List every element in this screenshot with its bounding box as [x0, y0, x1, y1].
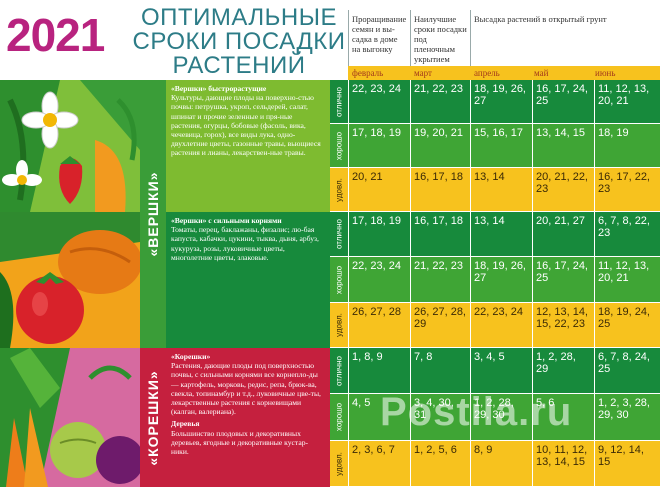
date-cell: 10, 11, 12, 13, 14, 15 [532, 441, 594, 487]
date-cell: 17, 18, 19 [348, 212, 410, 257]
group-heading: Деревья [171, 419, 200, 429]
column-header-open-ground: Высадка растений в открытый грунт [474, 14, 607, 24]
date-cell: 6, 7, 8, 24, 25 [594, 348, 660, 394]
date-cell: 4, 5 [348, 394, 410, 441]
date-cell: 13, 14, 15 [532, 124, 594, 168]
description-strong-root-tops: «Вершки» с сильными корнями Томаты, пере… [166, 212, 330, 348]
rating-label: хорошо [330, 124, 348, 168]
rating-label: удовл. [330, 303, 348, 348]
date-cell: 6, 7, 8, 22, 23 [594, 212, 660, 257]
rating-label: удовл. [330, 441, 348, 487]
date-cell: 17, 18, 19 [348, 124, 410, 168]
date-cell: 16, 17, 18 [410, 168, 470, 212]
flowers-illustration [0, 80, 140, 212]
month-label: апрель [474, 68, 500, 78]
date-cell: 11, 12, 13, 20, 21 [594, 257, 660, 303]
date-cell: 5, 6 [532, 394, 594, 441]
date-cell: 16, 17, 24, 25 [532, 80, 594, 124]
year-title: 2021 [6, 9, 105, 61]
rating-label: хорошо [330, 394, 348, 441]
group-heading: «Вершки» быстрорастущие [171, 84, 267, 93]
date-cell: 18, 19, 26, 27 [470, 80, 532, 124]
date-cell: 18, 19, 24, 25 [594, 303, 660, 348]
date-cell: 20, 21, 22, 23 [532, 168, 594, 212]
date-cell: 18, 19 [594, 124, 660, 168]
date-cell: 1, 2, 28, 29 [532, 348, 594, 394]
date-cell: 19, 20, 21 [410, 124, 470, 168]
date-cell: 8, 9 [470, 441, 532, 487]
description-fast-tops: «Вершки» быстрорастущие Культуры, дающие… [166, 80, 330, 212]
date-cell: 2, 3, 6, 7 [348, 441, 410, 487]
date-cell: 20, 21 [348, 168, 410, 212]
roots-illustration [0, 348, 140, 487]
date-cell: 22, 23, 24 [348, 257, 410, 303]
date-cell: 13, 14 [470, 212, 532, 257]
column-header-sprouting: Проращивание семян и вы-садка в доме на … [352, 14, 407, 54]
date-cell: 3, 4, 5 [470, 348, 532, 394]
rating-label: отлично [330, 212, 348, 257]
group-text: Большинство плодовых и декоративных дере… [171, 428, 309, 457]
column-header-film-cover: Наилучшие сроки посадки под пленочным ук… [414, 14, 467, 64]
date-cell: 7, 8 [410, 348, 470, 394]
group-heading: «Вершки» с сильными корнями [171, 216, 282, 225]
rating-label: отлично [330, 80, 348, 124]
divider [348, 10, 349, 66]
date-cell: 22, 23, 24 [470, 303, 532, 348]
month-label: март [414, 68, 432, 78]
date-cell: 16, 17, 18 [410, 212, 470, 257]
date-cell: 12, 13, 14, 15, 22, 23 [532, 303, 594, 348]
divider [470, 10, 471, 66]
date-cell: 16, 17, 22, 23 [594, 168, 660, 212]
group-text: Культуры, дающие плоды на поверхно-стью … [171, 93, 321, 158]
date-cell: 16, 17, 24, 25 [532, 257, 594, 303]
date-cell: 1, 2, 28, 29, 30 [470, 394, 532, 441]
date-cell: 11, 12, 13, 20, 21 [594, 80, 660, 124]
date-cell: 1, 2, 3, 28, 29, 30 [594, 394, 660, 441]
rating-label: удовл. [330, 168, 348, 212]
rating-label: хорошо [330, 257, 348, 303]
month-bar [348, 66, 660, 80]
date-cell: 20, 21, 27 [532, 212, 594, 257]
group-text: Растения, дающие плоды под поверхностью … [171, 361, 321, 417]
date-cell: 22, 23, 24 [348, 80, 410, 124]
date-cell: 13, 14 [470, 168, 532, 212]
group-heading: «Корешки» [171, 352, 211, 361]
date-cell: 3, 4, 30, 31 [410, 394, 470, 441]
month-label: февраль [352, 68, 384, 78]
date-cell: 18, 19, 26, 27 [470, 257, 532, 303]
description-roots: «Корешки» Растения, дающие плоды под пов… [166, 348, 330, 487]
date-cell: 1, 8, 9 [348, 348, 410, 394]
date-cell: 9, 12, 14, 15 [594, 441, 660, 487]
date-cell: 26, 27, 28 [348, 303, 410, 348]
date-cell: 26, 27, 28, 29 [410, 303, 470, 348]
side-tab-tops: «ВЕРШКИ» [140, 80, 166, 348]
date-cell: 15, 16, 17 [470, 124, 532, 168]
group-text: Томаты, перец, баклажаны, физалис; лю-ба… [171, 225, 319, 262]
page-title: ОПТИМАЛЬНЫЕ СРОКИ ПОСАДКИ РАСТЕНИЙ [132, 4, 346, 79]
divider [410, 10, 411, 66]
date-cell: 1, 2, 5, 6 [410, 441, 470, 487]
rating-label: отлично [330, 348, 348, 394]
side-tab-roots: «КОРЕШКИ» [140, 348, 166, 487]
date-cell: 21, 22, 23 [410, 80, 470, 124]
month-label: май [534, 68, 549, 78]
date-cell: 21, 22, 23 [410, 257, 470, 303]
page-header: 2021 ОПТИМАЛЬНЫЕ СРОКИ ПОСАДКИ РАСТЕНИЙ … [0, 0, 660, 80]
month-label: июнь [595, 68, 616, 78]
vegetables-illustration [0, 212, 140, 348]
